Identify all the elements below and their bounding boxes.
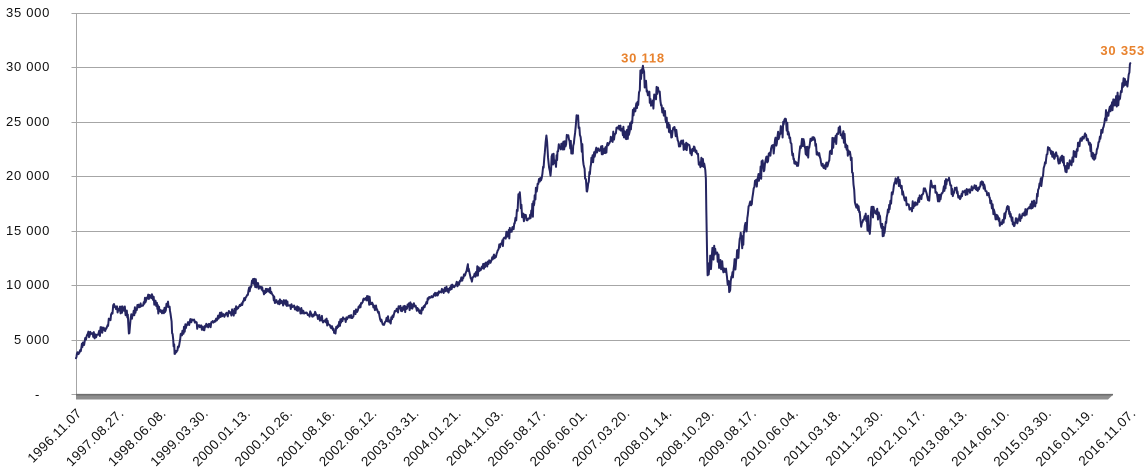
svg-text:5 000: 5 000 [14, 332, 50, 347]
svg-text:15 000: 15 000 [6, 223, 50, 238]
svg-text:20 000: 20 000 [6, 168, 50, 183]
svg-text:10 000: 10 000 [6, 277, 50, 292]
svg-text:30 000: 30 000 [6, 59, 50, 74]
svg-text:30 118: 30 118 [621, 51, 665, 66]
svg-text:30 353: 30 353 [1100, 43, 1145, 58]
svg-text:25 000: 25 000 [6, 114, 50, 129]
svg-text:-: - [35, 387, 40, 402]
svg-text:35 000: 35 000 [6, 5, 50, 20]
